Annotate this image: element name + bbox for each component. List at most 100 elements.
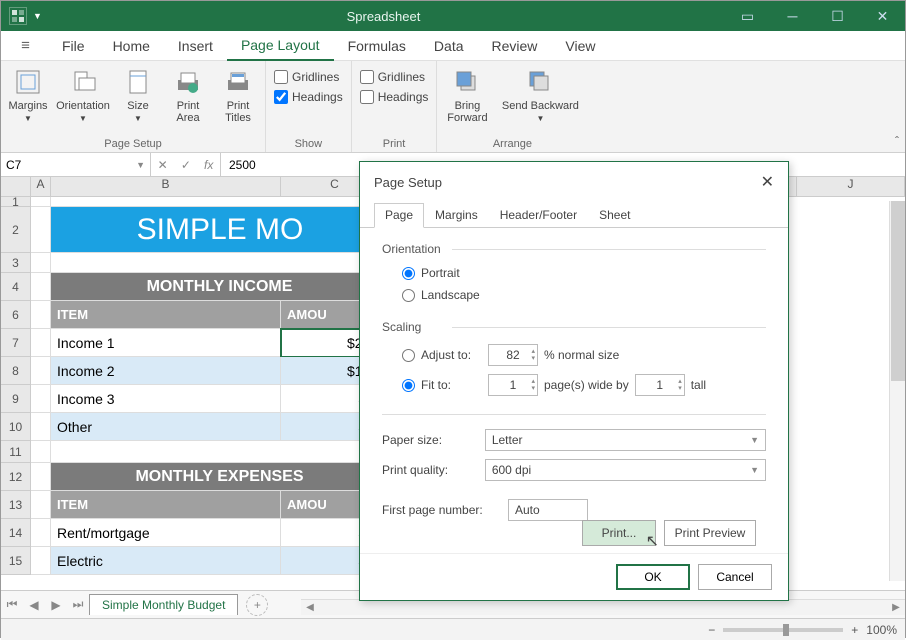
print-button[interactable]: Print...↖	[582, 520, 656, 546]
zoom-level[interactable]: 100%	[866, 623, 897, 637]
chevron-down-icon: ▼	[136, 160, 145, 170]
dialog-tab-sheet[interactable]: Sheet	[588, 203, 641, 228]
ribbon-tab-view[interactable]: View	[551, 31, 609, 61]
dialog-tab-header-footer[interactable]: Header/Footer	[489, 203, 588, 228]
cancel-formula-icon[interactable]: ✕	[158, 158, 168, 172]
cancel-button[interactable]: Cancel	[698, 564, 772, 590]
app-icon[interactable]	[9, 7, 27, 25]
name-box[interactable]: C7 ▼	[1, 153, 151, 176]
row-header[interactable]: 7	[1, 329, 31, 357]
expenses-header: MONTHLY EXPENSES	[51, 463, 389, 491]
bring-forward-button[interactable]: Bring Forward	[441, 64, 493, 126]
print-titles-button[interactable]: Print Titles	[215, 64, 261, 126]
margins-button[interactable]: Margins▼	[5, 64, 51, 125]
paper-size-select[interactable]: Letter▼	[485, 429, 766, 451]
scaling-legend: Scaling	[382, 320, 766, 334]
row-header[interactable]: 12	[1, 463, 31, 491]
row-header[interactable]: 3	[1, 253, 31, 273]
fit-tall-spinner[interactable]: 1	[635, 374, 685, 396]
adjust-spinner[interactable]: 82	[488, 344, 538, 366]
gridlines-print-checkbox[interactable]: Gridlines	[360, 70, 429, 84]
orientation-button[interactable]: Orientation▼	[55, 64, 111, 125]
select-all-corner[interactable]	[1, 177, 31, 196]
ribbon-group-show-print: Gridlines Headings Print	[352, 61, 438, 152]
fit-radio[interactable]: Fit to:	[402, 378, 482, 392]
ribbon-tab-formulas[interactable]: Formulas	[334, 31, 420, 61]
paper-size-label: Paper size:	[382, 433, 479, 447]
ribbon-mode-icon[interactable]: ▭	[725, 1, 770, 31]
send-backward-icon	[524, 66, 556, 98]
row-header[interactable]: 11	[1, 441, 31, 463]
dialog-body: Orientation Portrait Landscape Scaling A…	[360, 228, 788, 553]
size-button[interactable]: Size▼	[115, 64, 161, 125]
row-header[interactable]: 14	[1, 519, 31, 547]
table-cell[interactable]: Electric	[51, 547, 281, 575]
row-header[interactable]: 1	[1, 197, 31, 207]
headings-print-checkbox[interactable]: Headings	[360, 90, 429, 104]
table-cell[interactable]: Rent/mortgage	[51, 519, 281, 547]
zoom-slider[interactable]	[723, 628, 843, 632]
fit-wide-spinner[interactable]: 1	[488, 374, 538, 396]
dialog-tab-page[interactable]: Page	[374, 203, 424, 228]
row-header[interactable]: 6	[1, 301, 31, 329]
row-header[interactable]: 8	[1, 357, 31, 385]
row-header[interactable]: 10	[1, 413, 31, 441]
quick-access-toolbar: ▼	[1, 7, 42, 25]
print-area-button[interactable]: Print Area	[165, 64, 211, 126]
horizontal-scrollbar[interactable]: ◀▶	[301, 599, 905, 615]
ribbon-tab-page-layout[interactable]: Page Layout	[227, 31, 334, 61]
dialog-titlebar[interactable]: Page Setup ✕	[360, 162, 788, 202]
collapse-ribbon-icon[interactable]: ˆ	[895, 134, 899, 148]
send-backward-button[interactable]: Send Backward▼	[497, 64, 583, 125]
column-header[interactable]: J	[797, 177, 905, 196]
row-header[interactable]: 13	[1, 491, 31, 519]
ribbon-tab-file[interactable]: File	[48, 31, 99, 61]
orientation-icon	[67, 66, 99, 98]
maximize-icon[interactable]: ☐	[815, 1, 860, 31]
ribbon-tab-data[interactable]: Data	[420, 31, 478, 61]
enter-formula-icon[interactable]: ✓	[181, 158, 191, 172]
row-header[interactable]: 15	[1, 547, 31, 575]
adjust-radio[interactable]: Adjust to:	[402, 348, 482, 362]
row-header[interactable]: 9	[1, 385, 31, 413]
ribbon-tab-home[interactable]: Home	[99, 31, 164, 61]
vertical-scrollbar[interactable]	[889, 201, 905, 581]
row-header[interactable]: 4	[1, 273, 31, 301]
minimize-icon[interactable]: ─	[770, 1, 815, 31]
last-sheet-icon[interactable]: ⏭	[67, 597, 89, 612]
row-header[interactable]: 2	[1, 207, 31, 253]
gridlines-show-checkbox[interactable]: Gridlines	[274, 70, 343, 84]
quick-dropdown-icon[interactable]: ▼	[33, 11, 42, 21]
landscape-radio[interactable]: Landscape	[402, 288, 480, 302]
fx-icon[interactable]: fx	[204, 158, 213, 172]
table-cell[interactable]: Other	[51, 413, 281, 441]
sheet-tab[interactable]: Simple Monthly Budget	[89, 594, 238, 615]
ribbon-group-page-setup: Margins▼ Orientation▼ Size▼ Print Area P…	[1, 61, 266, 152]
column-header[interactable]: B	[51, 177, 281, 196]
prev-sheet-icon[interactable]: ◀	[23, 598, 45, 612]
portrait-radio[interactable]: Portrait	[402, 266, 460, 280]
add-sheet-button[interactable]: +	[246, 594, 268, 616]
dialog-tabs: PageMarginsHeader/FooterSheet	[360, 202, 788, 228]
first-sheet-icon[interactable]: ⏮	[1, 597, 23, 612]
group-label: Page Setup	[5, 138, 261, 152]
dialog-close-icon[interactable]: ✕	[761, 172, 774, 192]
print-preview-button[interactable]: Print Preview	[664, 520, 756, 546]
dialog-tab-margins[interactable]: Margins	[424, 203, 489, 228]
next-sheet-icon[interactable]: ▶	[45, 598, 67, 612]
ok-button[interactable]: OK	[616, 564, 690, 590]
file-menu-icon[interactable]: ≡	[3, 34, 48, 58]
table-cell[interactable]: Income 3	[51, 385, 281, 413]
column-header[interactable]: A	[31, 177, 51, 196]
chevron-down-icon: ▼	[536, 114, 544, 123]
close-icon[interactable]: ✕	[860, 1, 905, 31]
table-cell[interactable]: Income 1	[51, 329, 281, 357]
ribbon-tab-review[interactable]: Review	[478, 31, 552, 61]
ribbon: Margins▼ Orientation▼ Size▼ Print Area P…	[1, 61, 905, 153]
zoom-out-icon[interactable]: −	[708, 623, 715, 637]
ribbon-tab-insert[interactable]: Insert	[164, 31, 227, 61]
headings-show-checkbox[interactable]: Headings	[274, 90, 343, 104]
print-quality-select[interactable]: 600 dpi▼	[485, 459, 766, 481]
table-cell[interactable]: Income 2	[51, 357, 281, 385]
zoom-in-icon[interactable]: +	[851, 623, 858, 637]
